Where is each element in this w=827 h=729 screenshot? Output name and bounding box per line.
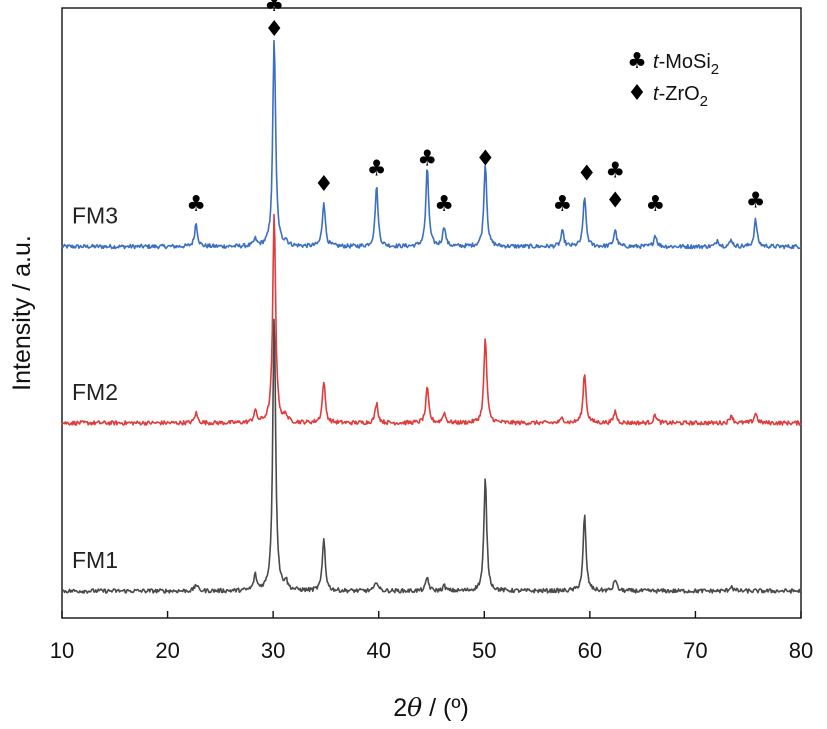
peak-markers: ♣♣♦♦♣ ♣♣♦♣♦ ♣♦ ♣ ♣ — [186, 0, 765, 217]
legend-label: t-MoSi2 — [653, 51, 719, 78]
series-line-fm3 — [61, 39, 802, 250]
legend-glyph: ♣ — [627, 49, 647, 74]
zro2-marker: ♦ — [605, 189, 625, 214]
series-label-fm2: FM2 — [72, 379, 118, 405]
x-tick-label: 70 — [683, 638, 707, 663]
legend: ♣ t-MoSi2♦ t-ZrO2 — [627, 49, 719, 110]
x-tick-label: 30 — [261, 638, 285, 663]
zro2-marker: ♦ — [577, 162, 597, 187]
legend-glyph: ♦ — [627, 81, 647, 106]
series-lines — [61, 39, 802, 594]
zro2-marker: ♦ — [264, 17, 284, 42]
mosi2-marker: ♣ — [367, 157, 387, 182]
mosi2-marker: ♣ — [645, 192, 665, 217]
mosi2-marker: ♣ — [434, 192, 454, 217]
x-tick-label: 60 — [578, 638, 602, 663]
series-label-fm3: FM3 — [72, 203, 118, 229]
mosi2-marker: ♣ — [186, 192, 206, 217]
x-axis-label: 2θ / (º) — [393, 693, 469, 722]
mosi2-marker: ♣ — [417, 147, 437, 172]
mosi2-marker: ♣ — [746, 189, 766, 214]
plot-frame — [61, 7, 802, 619]
series-line-fm2 — [61, 213, 802, 426]
legend-label: t-ZrO2 — [653, 83, 708, 110]
zro2-marker: ♦ — [314, 172, 334, 197]
x-tick-label: 50 — [472, 638, 496, 663]
series-label-fm1: FM1 — [72, 547, 118, 573]
x-tick-labels: 10 20 30 40 50 60 70 80 — [50, 638, 813, 663]
x-tick-label: 80 — [789, 638, 813, 663]
mosi2-marker: ♣ — [605, 158, 625, 183]
series-labels: FM3 FM2 FM1 — [72, 203, 118, 573]
mosi2-marker: ♣ — [264, 0, 284, 17]
x-tick-label: 20 — [155, 638, 179, 663]
x-axis-ticks — [61, 611, 802, 618]
y-axis-label: Intensity / a.u. — [8, 235, 36, 391]
mosi2-marker: ♣ — [553, 192, 573, 217]
zro2-marker: ♦ — [475, 147, 495, 172]
x-tick-label: 10 — [50, 638, 74, 663]
series-line-fm1 — [61, 318, 802, 594]
x-tick-label: 40 — [366, 638, 390, 663]
